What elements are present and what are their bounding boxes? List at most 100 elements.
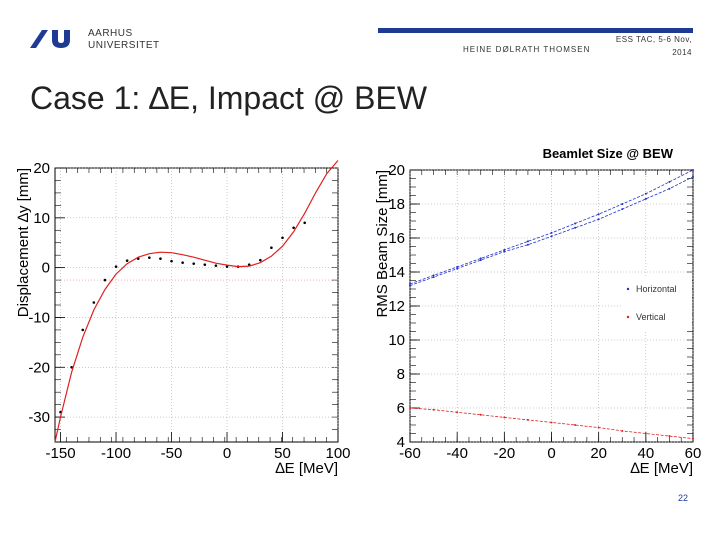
x-tick-label: 0 xyxy=(223,445,231,462)
series-point xyxy=(597,213,600,216)
series-point xyxy=(621,208,624,211)
y-tick-label: 4 xyxy=(397,434,405,451)
x-tick-label: -50 xyxy=(161,445,183,462)
series-point xyxy=(432,274,435,277)
series-point xyxy=(692,437,694,440)
chart-title: Beamlet Size @ BEW xyxy=(543,146,674,161)
y-tick-label: 8 xyxy=(397,366,405,383)
series-point xyxy=(479,259,482,262)
x-tick-label: -150 xyxy=(46,445,76,462)
legend-label: Horizontal xyxy=(636,284,677,294)
university-line1: AARHUS xyxy=(88,28,133,39)
series-point xyxy=(574,424,577,426)
series-point xyxy=(479,257,482,260)
beamlet-size-chart: -60 -40 -20 0 20 40 60 4 6 8 10 12 14 16 18 20 ∆E [MeV] R… xyxy=(374,146,702,477)
data-point xyxy=(92,301,96,304)
conference-line1: ESS TAC, 5-6 Nov, xyxy=(615,35,692,44)
y-tick-label: 18 xyxy=(388,196,405,213)
series-point xyxy=(574,226,577,229)
data-point xyxy=(170,259,173,263)
data-point xyxy=(203,263,207,266)
data-point xyxy=(270,246,273,250)
x-tick-label: -40 xyxy=(446,445,468,462)
series-point xyxy=(456,267,459,270)
author-name: HEINE DØLRATH THOMSEN xyxy=(463,45,591,54)
legend-marker xyxy=(626,315,630,319)
x-tick-label: 20 xyxy=(590,445,607,462)
x-axis-label: ∆E [MeV] xyxy=(630,460,693,477)
series-point xyxy=(550,231,553,234)
conference-line2: 2014 xyxy=(672,48,692,57)
series-point xyxy=(621,203,624,205)
series-point xyxy=(526,240,529,243)
y-tick-label: 6 xyxy=(397,400,405,417)
plot-frame xyxy=(54,167,339,443)
y-tick-label: 20 xyxy=(388,162,405,179)
series-point xyxy=(479,413,482,416)
data-point xyxy=(159,257,162,260)
x-axis-label: ∆E [MeV] xyxy=(275,460,338,477)
y-tick-label: 10 xyxy=(388,332,405,349)
series-point xyxy=(644,432,647,435)
data-point xyxy=(181,261,184,264)
series-point xyxy=(409,282,411,285)
y-tick-label: -10 xyxy=(28,309,50,326)
y-tick-label: 20 xyxy=(33,160,50,177)
fit-curve xyxy=(54,160,339,443)
data-point xyxy=(125,259,129,262)
series-point xyxy=(692,175,694,178)
y-tick-label: 16 xyxy=(388,230,405,247)
data-point xyxy=(214,264,218,267)
series-point xyxy=(503,416,506,419)
x-tick-label: 50 xyxy=(274,445,291,462)
data-point xyxy=(103,278,107,282)
series-point xyxy=(668,180,671,183)
series-point xyxy=(644,197,647,200)
series-point xyxy=(644,192,647,195)
legend-marker xyxy=(626,287,630,291)
series-point xyxy=(526,418,529,421)
y-tick-label: 14 xyxy=(388,264,405,281)
series-point xyxy=(574,222,577,225)
data-point xyxy=(303,221,307,225)
university-name: AARHUS UNIVERSITET xyxy=(88,28,160,52)
data-point xyxy=(148,256,151,259)
data-point xyxy=(259,258,262,262)
series-point xyxy=(668,187,671,190)
series-point xyxy=(503,248,506,251)
x-tick-label: -60 xyxy=(399,445,421,462)
data-point xyxy=(70,365,73,369)
data-point xyxy=(114,265,118,268)
x-tick-label: -100 xyxy=(101,445,131,462)
x-tick-label: 100 xyxy=(325,445,350,462)
series-point xyxy=(456,411,459,414)
aarhus-logo-icon xyxy=(30,30,70,48)
series-point xyxy=(432,408,435,411)
data-point xyxy=(192,262,196,265)
data-point xyxy=(281,236,284,240)
y-tick-label: 10 xyxy=(33,210,50,227)
y-axis-label: Displacement ∆y [mm] xyxy=(15,168,32,317)
slide-title: Case 1: ∆E, Impact @ BEW xyxy=(30,80,428,116)
x-tick-label: -20 xyxy=(493,445,515,462)
series-point xyxy=(597,426,600,429)
x-tick-label: 40 xyxy=(637,445,654,462)
y-tick-label: 12 xyxy=(388,298,405,315)
y-tick-label: -30 xyxy=(28,409,50,426)
data-point xyxy=(225,265,229,268)
series-point xyxy=(432,276,435,279)
university-line2: UNIVERSITET xyxy=(88,40,160,51)
conference-info: ESS TAC, 5-6 Nov, 2014 xyxy=(616,33,692,59)
series-point xyxy=(692,169,694,171)
data-point xyxy=(292,226,295,230)
header-accent-bar xyxy=(378,28,693,33)
series-point xyxy=(550,421,553,424)
series-point xyxy=(550,235,553,238)
series-point xyxy=(668,435,671,438)
x-tick-label: 60 xyxy=(685,445,702,462)
x-tick-label: 0 xyxy=(547,445,555,462)
legend-box xyxy=(622,278,692,330)
series-point xyxy=(621,429,624,432)
series-point xyxy=(526,243,529,246)
